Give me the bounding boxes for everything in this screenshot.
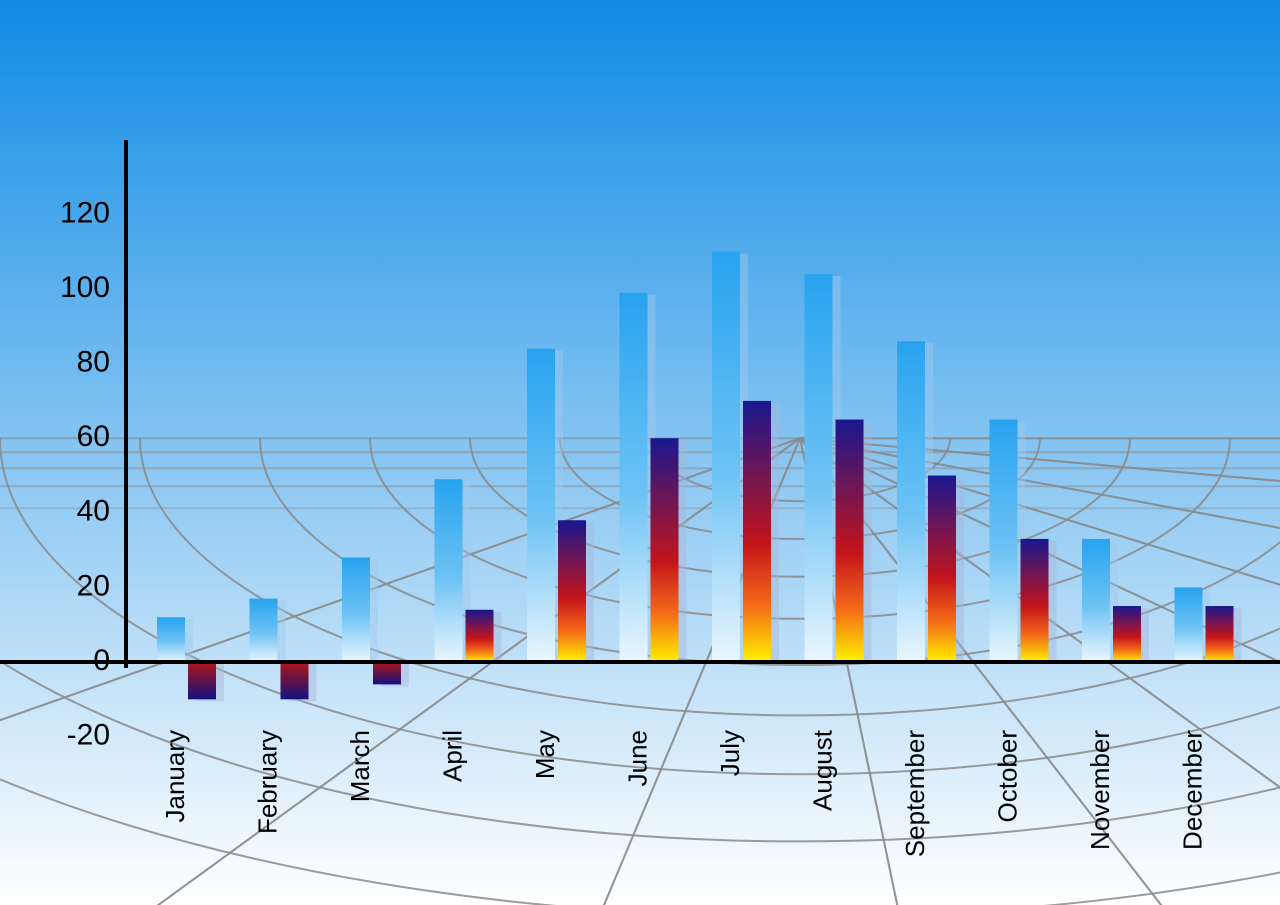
x-tick-label: July: [715, 730, 745, 776]
y-tick-label: 80: [77, 346, 110, 379]
chart-container: -20 0 20 40 60 80 100 120 January February March A…: [0, 0, 1280, 905]
bar-series2: [373, 662, 401, 684]
x-tick-label: October: [992, 730, 1022, 823]
bar-series1: [157, 617, 185, 662]
y-tick-label: -20: [67, 719, 110, 752]
bar-series1: [990, 420, 1018, 662]
x-tick-label: May: [530, 730, 560, 779]
x-tick-label: January: [160, 730, 190, 823]
x-tick-label: November: [1085, 730, 1115, 850]
y-tick-label: 120: [60, 196, 110, 229]
x-tick-label: March: [345, 730, 375, 802]
y-tick-label: 0: [93, 644, 110, 677]
x-tick-label: September: [900, 730, 930, 858]
bar-series1: [435, 479, 463, 662]
bar-series2: [558, 520, 586, 662]
bar-series1: [897, 341, 925, 662]
bar-series2: [281, 662, 309, 699]
bar-series2: [836, 420, 864, 662]
bar-series2: [1113, 606, 1141, 662]
bar-series2: [928, 476, 956, 663]
bar-series2: [743, 401, 771, 662]
bar-series1: [620, 293, 648, 662]
y-tick-label: 100: [60, 271, 110, 304]
bar-series1: [1082, 539, 1110, 662]
bar-series2: [651, 438, 679, 662]
bar-series1: [805, 274, 833, 662]
y-tick-label: 60: [77, 420, 110, 453]
x-tick-label: August: [807, 729, 837, 811]
bar-series1: [527, 349, 555, 662]
bar-series2: [188, 662, 216, 699]
bar-series1: [342, 558, 370, 662]
y-tick-label: 20: [77, 569, 110, 602]
x-tick-label: April: [437, 730, 467, 782]
bar-series2: [466, 610, 494, 662]
bar-series2: [1206, 606, 1234, 662]
x-tick-label: February: [252, 730, 282, 834]
bar-series1: [250, 599, 278, 662]
x-tick-label: June: [622, 730, 652, 786]
monthly-bar-chart: -20 0 20 40 60 80 100 120 January February March A…: [0, 0, 1280, 905]
bar-series1: [712, 252, 740, 662]
x-tick-label: December: [1177, 730, 1207, 850]
bar-series1: [1175, 587, 1203, 662]
bar-series2: [1021, 539, 1049, 662]
y-tick-label: 40: [77, 495, 110, 528]
